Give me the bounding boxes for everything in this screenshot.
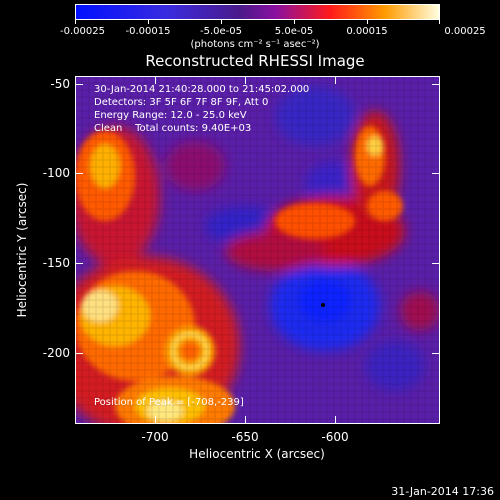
colorbar-tick: [439, 20, 440, 24]
colorbar-tick: [75, 20, 76, 24]
x-tick: [245, 76, 246, 84]
x-tick: [335, 76, 336, 84]
x-tick: [245, 416, 246, 424]
colorbar-tick-label: 0.00025: [444, 26, 486, 37]
colorbar-tick: [367, 20, 368, 24]
colorbar-tick-label: -5.0e-05: [200, 26, 242, 37]
info-detectors: Detectors: 3F 5F 6F 7F 8F 9F, Att 0: [94, 97, 269, 108]
colorbar: [75, 4, 440, 20]
x-tick-label: -650: [231, 430, 259, 444]
colorbar-tick-label: 0.00015: [346, 26, 388, 37]
y-tick: [432, 263, 440, 264]
y-tick: [75, 84, 83, 85]
y-tick: [75, 353, 83, 354]
y-tick-label: -50: [50, 77, 70, 91]
y-tick: [75, 263, 83, 264]
y-tick: [432, 173, 440, 174]
info-time-range: 30-Jan-2014 21:40:28.000 to 21:45:02.000: [94, 84, 310, 95]
timestamp: 31-Jan-2014 17:36: [391, 485, 494, 498]
image-canvas: [75, 76, 440, 424]
x-tick: [155, 416, 156, 424]
rhessi-image: [75, 76, 440, 424]
plot-title: Reconstructed RHESSI Image: [145, 52, 365, 70]
colorbar-tick-label: -0.00025: [60, 26, 105, 37]
x-tick: [335, 416, 336, 424]
colorbar-tick-label: -0.00015: [125, 26, 171, 37]
colorbar-tick: [148, 20, 149, 24]
y-tick: [432, 84, 440, 85]
y-tick: [432, 353, 440, 354]
minimum-marker: [321, 303, 325, 307]
y-tick: [75, 173, 83, 174]
x-tick-label: -700: [141, 430, 169, 444]
colorbar-tick: [294, 20, 295, 24]
colorbar-gradient: [76, 5, 439, 19]
colorbar-units: (photons cm⁻² s⁻¹ asec⁻²): [190, 39, 320, 50]
y-tick-label: -200: [42, 346, 70, 360]
info-clean-counts: Clean Total counts: 9.40E+03: [94, 123, 252, 134]
info-energy-range: Energy Range: 12.0 - 25.0 keV: [94, 110, 247, 121]
x-tick-label: -600: [321, 430, 349, 444]
x-axis-label: Heliocentric X (arcsec): [189, 447, 325, 461]
peak-position: Position of Peak = [-708,-239]: [94, 397, 244, 408]
y-tick-label: -100: [42, 166, 70, 180]
colorbar-tick-label: 5.0e-05: [274, 26, 314, 37]
x-tick: [155, 76, 156, 84]
colorbar-tick: [221, 20, 222, 24]
y-tick-label: -150: [42, 256, 70, 270]
y-axis-label: Heliocentric Y (arcsec): [15, 182, 29, 318]
